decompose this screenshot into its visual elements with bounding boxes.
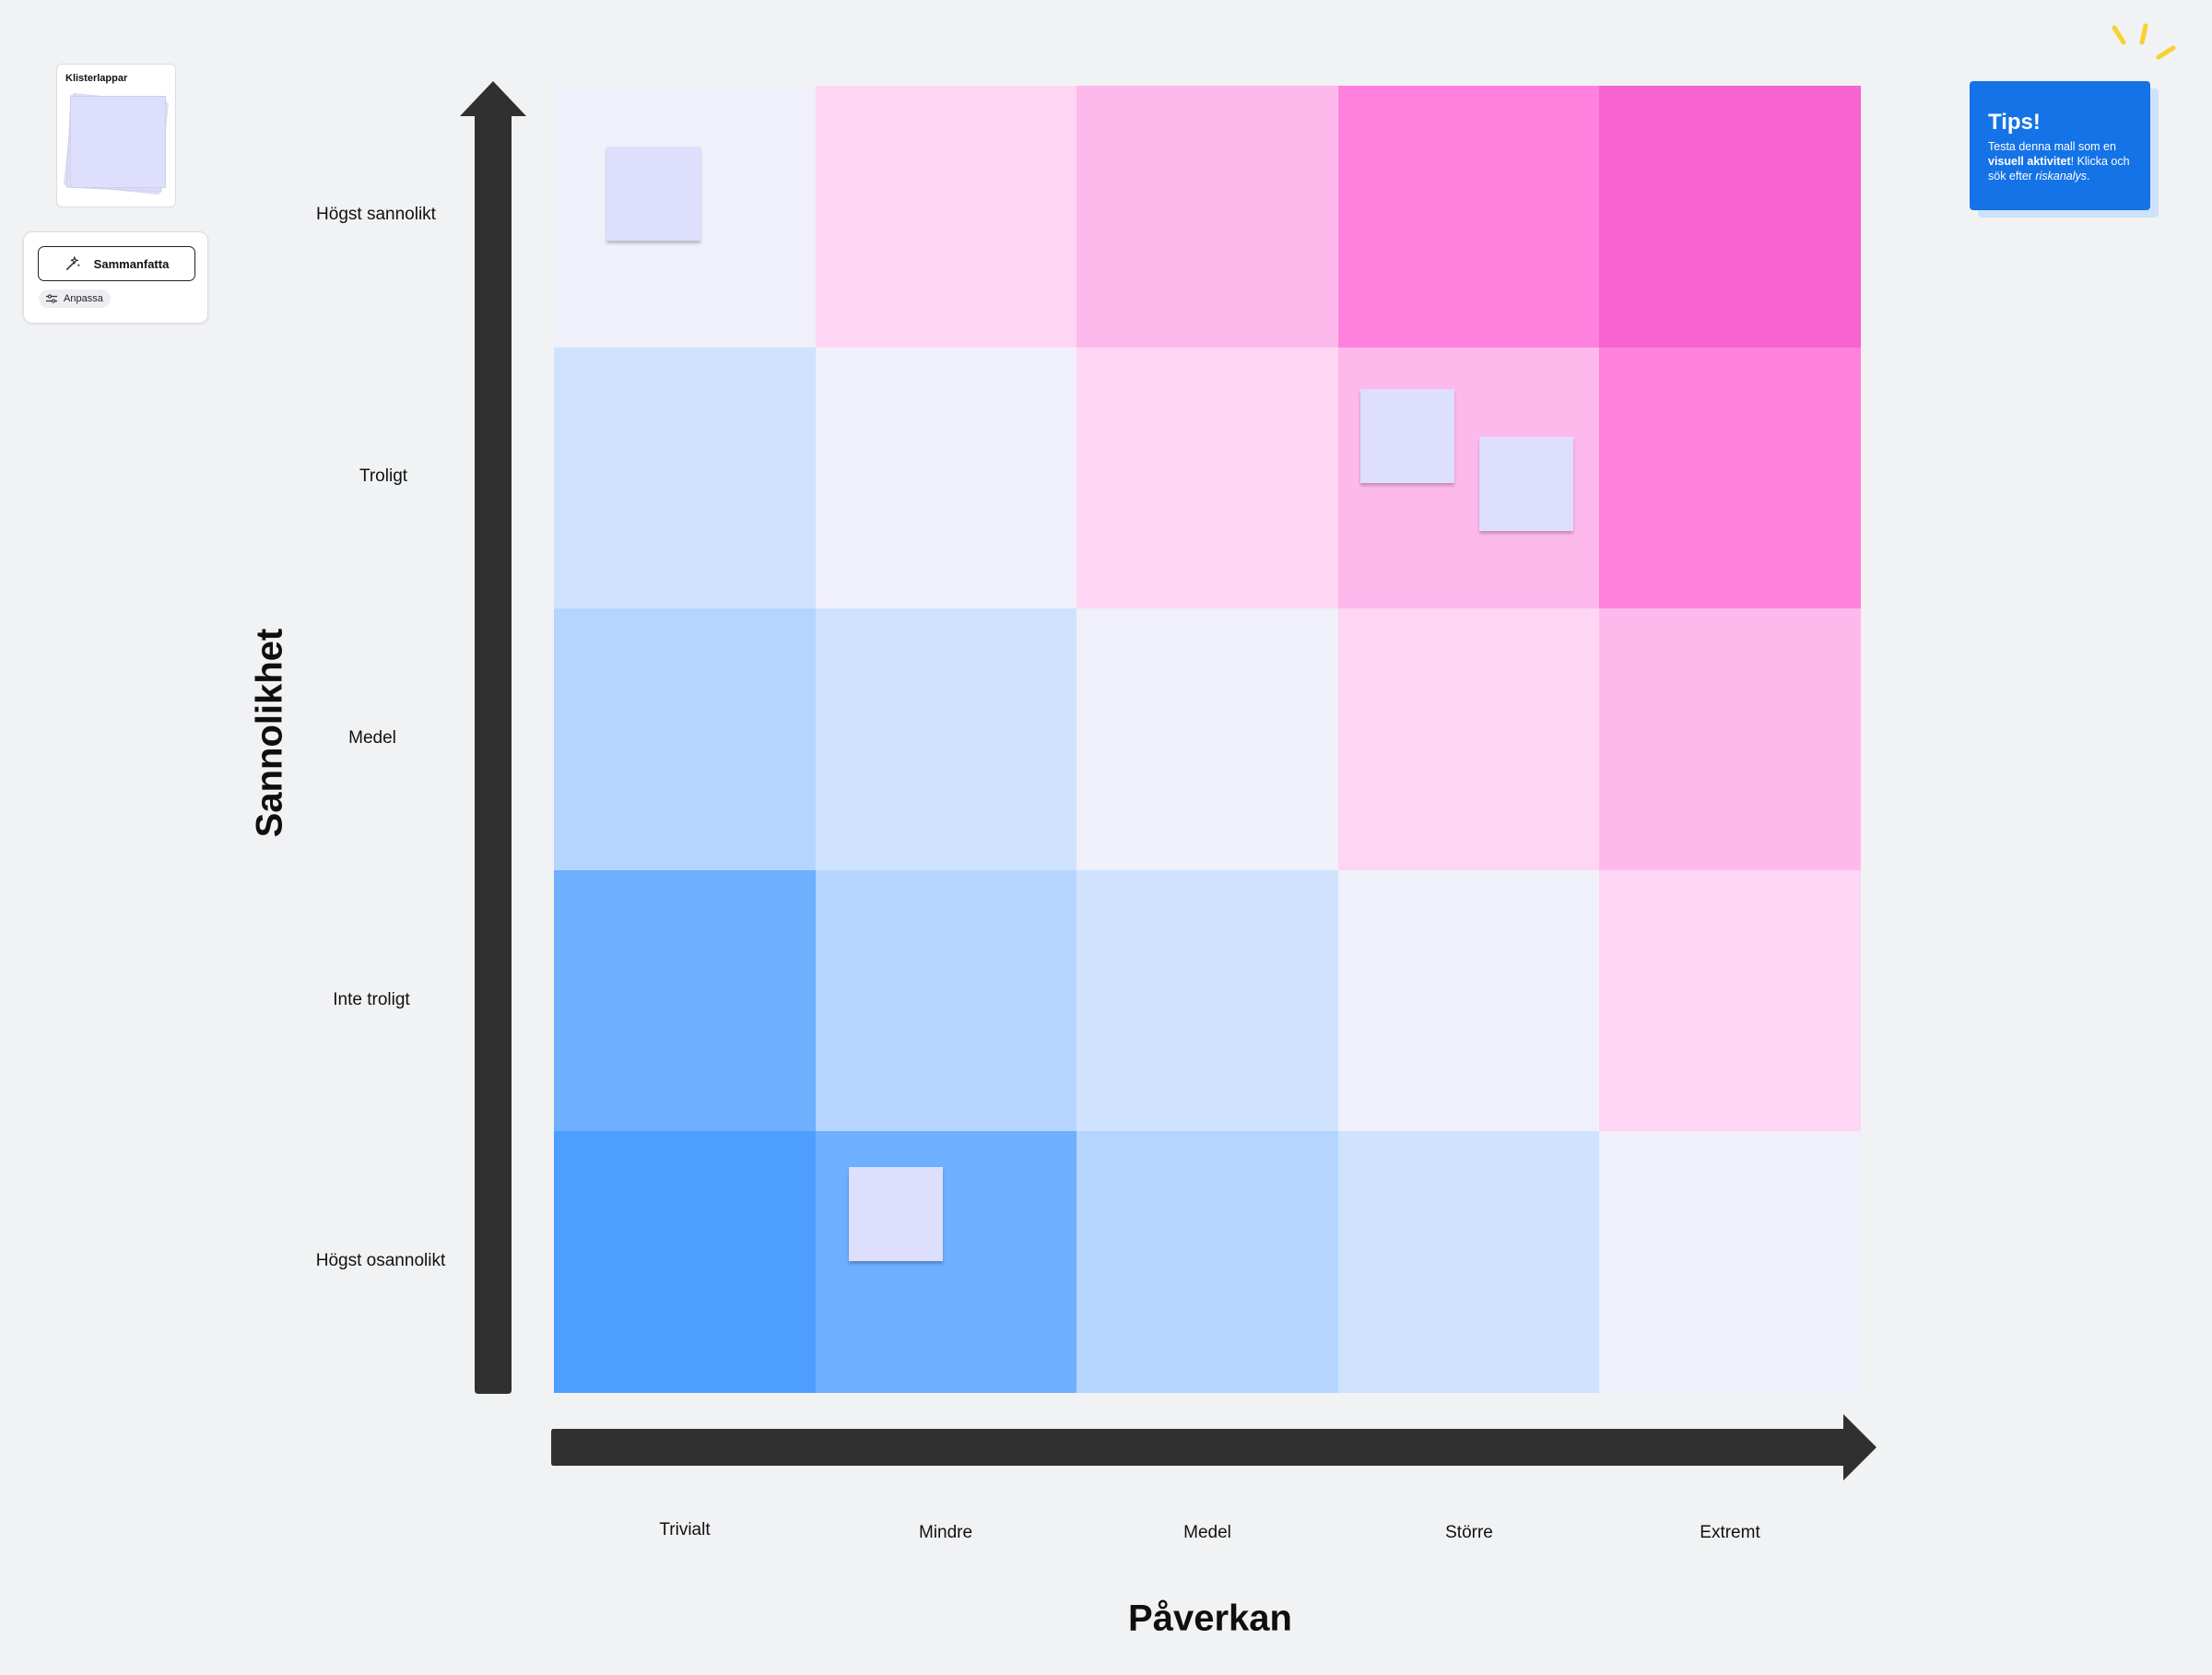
sparkle-wand-icon (65, 256, 80, 271)
tips-text-part: . (2087, 170, 2090, 183)
tips-text: Testa denna mall som en visuell aktivite… (1988, 139, 2132, 183)
tips-title: Tips! (1988, 110, 2041, 135)
column-label-trivial: Trivialt (659, 1520, 711, 1539)
tips-text-bold: visuell aktivitet (1988, 155, 2071, 168)
matrix-cell-r1-c3 (1077, 86, 1338, 348)
y-axis-arrow (460, 81, 526, 1394)
ai-summary-card: Sammanfatta Anpassa (23, 231, 208, 324)
row-label-unlikely: Inte troligt (333, 990, 410, 1009)
matrix-cell-r1-c5 (1599, 86, 1861, 348)
matrix-cell-r4-c3 (1077, 869, 1338, 1132)
matrix-cell-r2-c5 (1599, 347, 1861, 609)
sticky-notes-stack-icon[interactable] (64, 92, 169, 197)
matrix-cell-r2-c3 (1077, 347, 1338, 609)
row-label-medium: Medel (348, 728, 396, 748)
sticky-note[interactable] (849, 1167, 943, 1261)
matrix-cell-r4-c1 (554, 869, 816, 1132)
matrix-cell-r3-c3 (1077, 608, 1338, 870)
matrix-cell-r5-c4 (1337, 1131, 1600, 1393)
matrix-cell-r3-c2 (815, 608, 1077, 870)
sticky-note[interactable] (606, 147, 700, 241)
sticky-notes-title: Klisterlappar (65, 73, 128, 84)
summarize-button[interactable]: Sammanfatta (38, 246, 195, 281)
summarize-label: Sammanfatta (93, 256, 170, 271)
column-label-major: Större (1445, 1523, 1493, 1542)
row-label-highest-likely: Högst sannolikt (316, 205, 436, 224)
sticky-note[interactable] (1479, 437, 1573, 531)
tips-text-part: Testa denna mall som en (1988, 140, 2116, 153)
matrix-cell-r5-c1 (554, 1131, 816, 1393)
matrix-cell-r3-c1 (554, 608, 816, 870)
row-label-likely: Troligt (359, 466, 408, 486)
customize-label: Anpassa (64, 293, 103, 304)
matrix-cell-r5-c5 (1599, 1131, 1861, 1393)
y-axis-title: Sannolikhet (249, 628, 290, 838)
sticky-note[interactable] (1360, 389, 1454, 483)
column-label-medium: Medel (1183, 1523, 1231, 1542)
sticky-notes-card[interactable]: Klisterlappar (56, 64, 176, 207)
matrix-cell-r1-c4 (1337, 86, 1600, 348)
x-axis-title: Påverkan (1128, 1598, 1292, 1639)
matrix-cell-r3-c5 (1599, 608, 1861, 870)
risk-matrix-grid (554, 86, 1861, 1393)
x-axis-arrow (551, 1414, 1877, 1480)
matrix-cell-r4-c4 (1337, 869, 1600, 1132)
row-label-highest-unlikely: Högst osannolikt (315, 1251, 446, 1270)
sparkle-lines-icon (2112, 23, 2176, 60)
customize-button[interactable]: Anpassa (39, 289, 111, 308)
matrix-cell-r4-c5 (1599, 869, 1861, 1132)
matrix-cell-r5-c3 (1077, 1131, 1338, 1393)
column-label-minor: Mindre (918, 1523, 973, 1542)
column-label-extreme: Extremt (1700, 1523, 1760, 1542)
matrix-cell-r2-c1 (554, 347, 816, 609)
matrix-cell-r4-c2 (815, 869, 1077, 1132)
matrix-cell-r2-c2 (815, 347, 1077, 609)
matrix-cell-r1-c2 (815, 86, 1077, 348)
matrix-cell-r3-c4 (1337, 608, 1600, 870)
tips-text-part: ! Klicka och sök efter (1988, 155, 2130, 183)
tips-card: Tips! Testa denna mall som en visuell ak… (1970, 81, 2150, 210)
sliders-icon (46, 294, 57, 303)
tips-text-italic: riskanalys (2035, 170, 2087, 183)
sticky-sheet (70, 96, 166, 188)
